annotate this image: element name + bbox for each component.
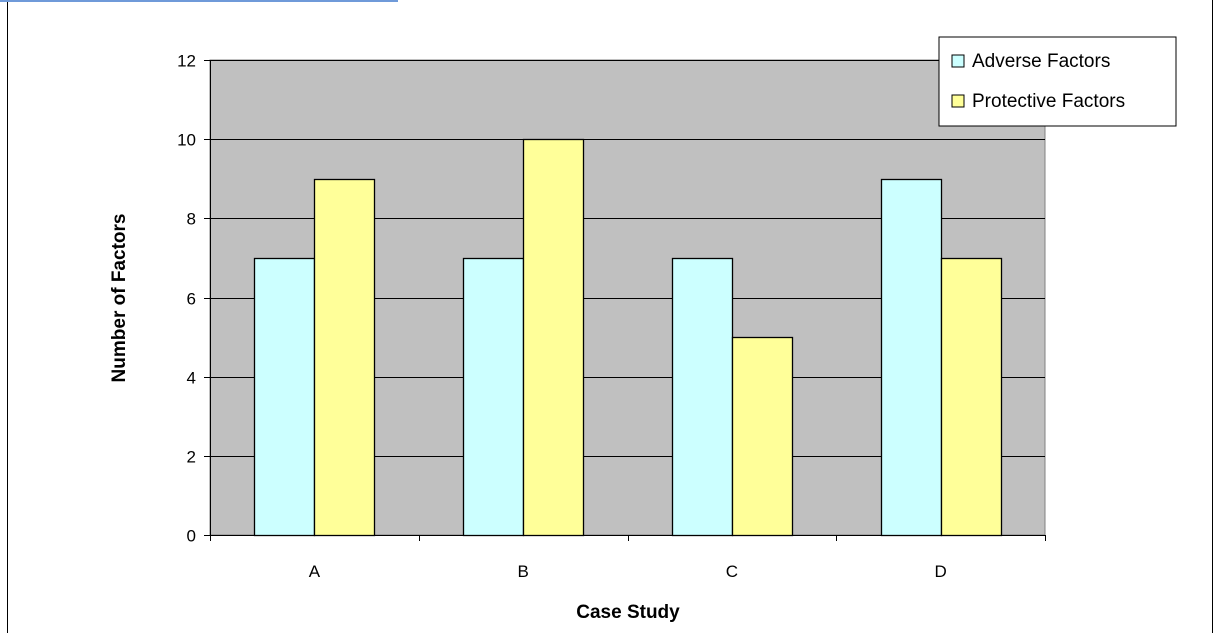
y-tick-label: 10 — [177, 131, 196, 150]
x-tick-label: A — [309, 562, 321, 581]
bar-adverse-B — [462, 257, 525, 537]
bar-adverse-A — [253, 257, 316, 537]
bars — [253, 138, 1003, 537]
y-axis-title: Number of Factors — [109, 214, 130, 383]
legend: Adverse Factors Protective Factors — [938, 36, 1177, 127]
legend-swatch-protective — [951, 94, 965, 108]
x-tick-labels: A B C D — [309, 562, 947, 581]
legend-label-protective: Protective Factors — [972, 91, 1125, 112]
y-tick-label: 2 — [187, 448, 196, 467]
legend-box — [938, 36, 1177, 127]
y-tick-label: 0 — [187, 527, 196, 546]
bar-protective-B — [522, 138, 585, 537]
x-tick-label: B — [517, 562, 528, 581]
y-tick-labels: 0 2 4 6 8 10 12 — [177, 52, 196, 546]
y-tick-label: 12 — [177, 52, 196, 71]
y-tick-label: 6 — [187, 290, 196, 309]
bar-protective-D — [940, 257, 1003, 537]
x-axis-title: Case Study — [576, 602, 680, 623]
y-tick-label: 4 — [187, 369, 196, 388]
bar-protective-A — [313, 178, 376, 537]
legend-swatch-adverse — [951, 54, 965, 68]
bar-adverse-C — [671, 257, 734, 537]
axes — [204, 60, 1046, 541]
y-tick-label: 8 — [187, 210, 196, 229]
x-tick-label: D — [934, 562, 946, 581]
frame-top-accent — [0, 0, 398, 2]
legend-label-adverse: Adverse Factors — [972, 51, 1110, 72]
bar-adverse-D — [880, 178, 943, 537]
x-tick-label: C — [726, 562, 738, 581]
bar-protective-C — [731, 336, 794, 537]
